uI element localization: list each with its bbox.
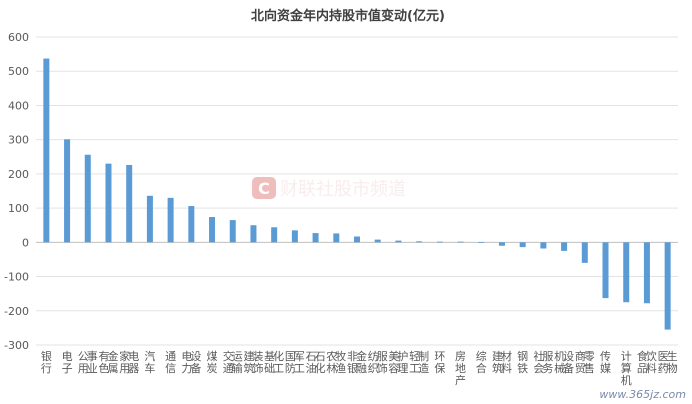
x-tick-label: 家用电器 <box>119 349 139 375</box>
bar <box>84 154 91 243</box>
y-axis: 600 500 400 300 200 100 0 -100 -200 -300 <box>4 31 29 352</box>
x-tick-label: 商贸零售 <box>575 349 595 375</box>
x-tick-label: 美容护理 <box>388 349 408 375</box>
x-tick-label: 房地产 <box>455 350 466 387</box>
bar <box>457 241 464 243</box>
x-tick-label: 传媒 <box>600 350 611 375</box>
bar <box>602 242 609 299</box>
x-axis: 银行电子公用事业有色金属家用电器汽车通信电力设备煤炭交通运输建筑装饰基础化工国防… <box>41 349 678 387</box>
bar <box>643 242 650 304</box>
bar <box>623 242 630 303</box>
x-tick-label: 食品饮料 <box>637 349 657 375</box>
x-tick-label: 银行 <box>41 349 52 375</box>
x-tick-label: 非银金融 <box>347 349 367 375</box>
y-tick-label: 100 <box>8 202 29 215</box>
bar <box>229 220 236 243</box>
bar <box>416 241 423 243</box>
watermark-text: 财联社股市频道 <box>280 179 406 200</box>
y-tick-label: -300 <box>4 339 29 352</box>
watermark: C 财联社股市频道 <box>252 177 406 200</box>
x-tick-label: 环保 <box>434 350 445 375</box>
x-tick-label: 轻工制造 <box>409 349 429 375</box>
x-tick-label: 建筑装饰 <box>243 349 263 375</box>
x-tick-label: 电子 <box>62 350 73 375</box>
bar <box>395 240 402 243</box>
bar <box>250 225 257 243</box>
x-tick-label: 通信 <box>165 350 176 375</box>
x-tick-label: 公用事业 <box>78 350 98 375</box>
bar <box>146 195 153 243</box>
gridlines <box>36 36 678 346</box>
y-tick-label: 0 <box>22 236 29 249</box>
bars <box>43 58 671 330</box>
bar <box>436 241 443 243</box>
bar <box>664 242 671 330</box>
bar <box>478 241 485 243</box>
bar <box>498 242 505 246</box>
bar <box>561 242 568 251</box>
chart-title: 北向资金年内持股市值变动(亿元) <box>251 8 445 24</box>
x-tick-label: 国防军工 <box>285 350 305 375</box>
x-tick-label: 汽车 <box>144 349 155 375</box>
x-tick-label: 有色金属 <box>98 349 118 375</box>
x-tick-label: 石油石化 <box>306 350 326 375</box>
bar <box>581 242 588 263</box>
bar <box>167 197 174 243</box>
bar <box>271 227 278 243</box>
bar <box>312 233 319 243</box>
y-tick-label: -100 <box>4 271 29 284</box>
bar <box>354 236 360 243</box>
x-tick-label: 电力设备 <box>181 350 201 375</box>
bar <box>540 242 547 249</box>
x-tick-label: 综合 <box>476 349 487 375</box>
x-tick-label: 基础化工 <box>264 349 284 375</box>
x-tick-label: 计算机 <box>621 350 632 387</box>
x-tick-label: 医药生物 <box>658 349 678 375</box>
site-watermark: www.365jz.com <box>599 388 686 401</box>
x-tick-label: 煤炭 <box>207 350 218 375</box>
bar <box>188 206 195 243</box>
x-tick-label: 农林牧渔 <box>326 349 346 375</box>
y-tick-label: 600 <box>8 31 29 44</box>
x-tick-label: 机械设备 <box>554 349 574 375</box>
x-tick-label: 建筑材料 <box>492 349 512 375</box>
bar <box>126 164 133 243</box>
y-tick-label: 500 <box>8 65 29 78</box>
bar <box>374 239 381 243</box>
bar <box>43 58 50 243</box>
bar <box>105 163 112 243</box>
x-tick-label: 社会服务 <box>533 349 553 375</box>
y-tick-label: -200 <box>4 305 29 318</box>
watermark-logo-letter: C <box>258 179 270 198</box>
bar <box>64 139 71 243</box>
x-tick-label: 钢铁 <box>517 350 528 375</box>
y-tick-label: 300 <box>8 134 29 147</box>
bar <box>519 242 526 248</box>
y-tick-label: 200 <box>8 168 29 181</box>
watermark-logo <box>252 177 276 199</box>
x-tick-label: 纺织服饰 <box>368 349 388 375</box>
y-tick-label: 400 <box>8 99 29 112</box>
x-tick-label: 交通运输 <box>223 349 243 375</box>
bar <box>209 217 216 243</box>
bar <box>333 233 340 243</box>
bar <box>291 230 298 243</box>
